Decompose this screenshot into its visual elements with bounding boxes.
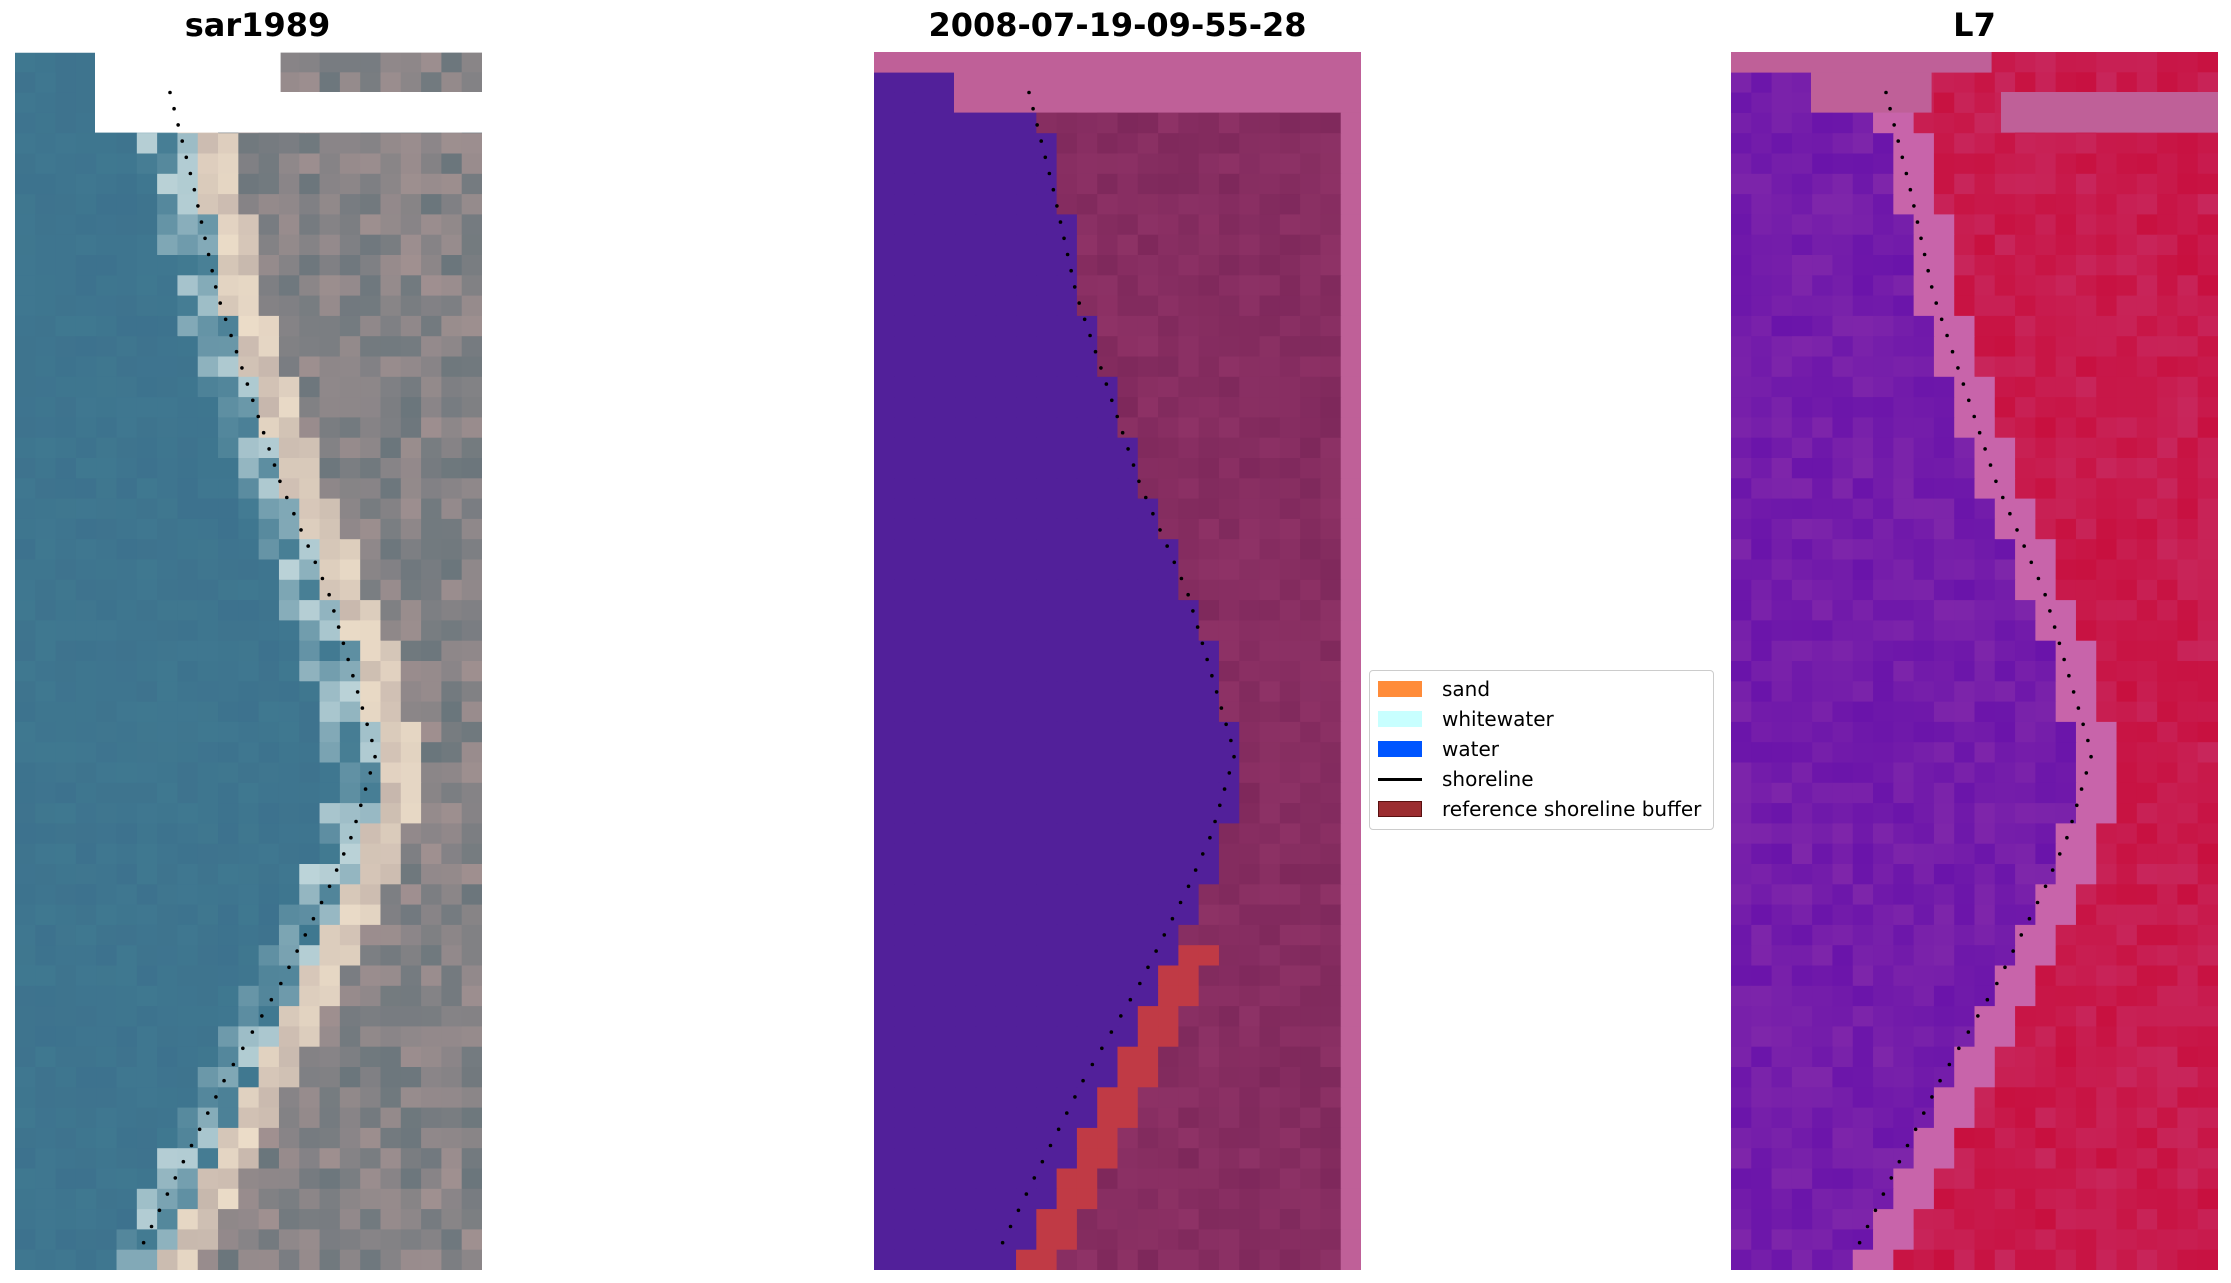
legend-label-whitewater: whitewater — [1442, 707, 1554, 731]
legend-label-sand: sand — [1442, 677, 1491, 701]
legend-label-shoreline: shoreline — [1442, 767, 1534, 791]
legend-item-whitewater: whitewater — [1378, 706, 1554, 732]
legend-item-reference-buffer: reference shoreline buffer — [1378, 796, 1701, 822]
index-shoreline-dots — [1857, 90, 2093, 1245]
water-swatch — [1378, 741, 1422, 757]
index-image-panel — [1731, 52, 2218, 1270]
panel-title-rgb: sar1989 — [184, 6, 331, 44]
reference-buffer-swatch — [1378, 801, 1422, 817]
rgb-satellite-image — [15, 52, 482, 1270]
legend: sand whitewater water shoreline referenc… — [1369, 670, 1714, 830]
index-image — [1731, 52, 2218, 1270]
classified-image — [874, 52, 1361, 1270]
classification-panel — [874, 52, 1361, 1270]
sand-swatch — [1378, 681, 1422, 697]
legend-item-shoreline: shoreline — [1378, 766, 1534, 792]
legend-label-reference-buffer: reference shoreline buffer — [1442, 797, 1702, 821]
legend-item-water: water — [1378, 736, 1499, 762]
rgb-shoreline-dots — [141, 90, 377, 1245]
panel-title-classification: 2008-07-19-09-55-28 — [928, 6, 1307, 44]
shoreline-line-swatch — [1378, 777, 1422, 781]
legend-item-sand: sand — [1378, 676, 1490, 702]
panel-title-index: L7 — [1953, 6, 1996, 44]
legend-label-water: water — [1442, 737, 1499, 761]
rgb-image-panel — [15, 52, 482, 1270]
whitewater-swatch — [1378, 711, 1422, 727]
classification-shoreline-dots — [1000, 90, 1236, 1245]
